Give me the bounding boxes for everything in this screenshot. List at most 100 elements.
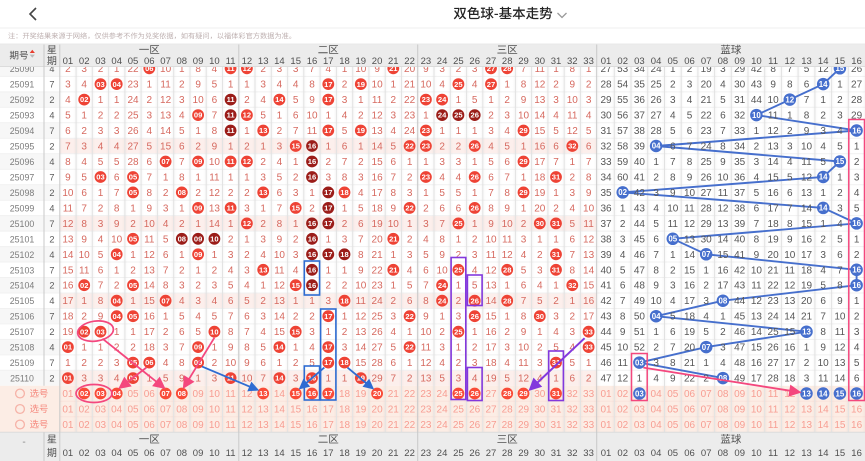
svg-text:28: 28 [851, 95, 863, 106]
svg-text:3: 3 [326, 173, 332, 184]
svg-text:10: 10 [420, 327, 432, 338]
svg-text:1: 1 [537, 327, 543, 338]
svg-text:7: 7 [570, 250, 576, 261]
svg-text:5: 5 [720, 95, 726, 106]
svg-text:1: 1 [787, 111, 793, 122]
svg-text:25107: 25107 [10, 327, 35, 337]
svg-text:5: 5 [670, 126, 676, 137]
svg-text:6: 6 [570, 374, 576, 385]
svg-text:6: 6 [212, 95, 218, 106]
svg-text:5: 5 [570, 358, 576, 369]
svg-text:24: 24 [768, 312, 780, 323]
svg-text:1: 1 [179, 250, 185, 261]
svg-text:1: 1 [293, 296, 299, 307]
svg-text:12: 12 [785, 448, 796, 459]
svg-text:4: 4 [212, 64, 218, 75]
svg-text:3: 3 [244, 203, 250, 214]
svg-text:16: 16 [852, 266, 861, 275]
svg-text:2: 2 [130, 219, 136, 230]
svg-text:10: 10 [583, 203, 595, 214]
svg-text:28: 28 [127, 157, 139, 168]
svg-text:14: 14 [819, 80, 828, 89]
svg-text:10: 10 [193, 95, 205, 106]
svg-text:3: 3 [472, 250, 478, 261]
svg-text:12: 12 [834, 343, 846, 354]
svg-text:52: 52 [634, 343, 646, 354]
svg-text:8: 8 [277, 219, 283, 230]
svg-text:20: 20 [372, 234, 384, 245]
svg-text:14: 14 [275, 95, 284, 104]
svg-text:31: 31 [552, 389, 561, 398]
svg-text:2: 2 [277, 126, 283, 137]
svg-text:4: 4 [342, 111, 348, 122]
svg-text:11: 11 [768, 420, 779, 431]
svg-text:9: 9 [586, 188, 592, 199]
svg-text:04: 04 [111, 405, 123, 416]
svg-text:6: 6 [837, 250, 843, 261]
svg-text:08: 08 [178, 188, 186, 197]
svg-text:1: 1 [472, 327, 478, 338]
svg-text:02: 02 [79, 448, 90, 459]
svg-text:1: 1 [472, 219, 478, 230]
svg-text:4: 4 [98, 234, 104, 245]
svg-text:26: 26 [470, 204, 478, 213]
svg-text:7: 7 [521, 296, 527, 307]
svg-text:27: 27 [487, 80, 495, 89]
svg-text:09: 09 [194, 111, 202, 120]
svg-text:1: 1 [820, 219, 826, 230]
svg-text:1: 1 [114, 95, 120, 106]
svg-text:7: 7 [423, 281, 429, 292]
svg-text:4: 4 [260, 95, 266, 106]
svg-text:8: 8 [179, 173, 185, 184]
svg-text:5: 5 [488, 157, 494, 168]
svg-text:4: 4 [114, 374, 120, 385]
svg-text:2: 2 [537, 250, 543, 261]
svg-text:28: 28 [502, 420, 514, 431]
svg-text:8: 8 [620, 312, 626, 323]
svg-text:26: 26 [701, 173, 713, 184]
svg-text:04: 04 [111, 448, 122, 459]
svg-text:04: 04 [111, 420, 123, 431]
svg-text:4: 4 [49, 343, 54, 353]
svg-text:09: 09 [734, 405, 746, 416]
svg-text:2: 2 [342, 327, 348, 338]
svg-text:1: 1 [456, 126, 462, 137]
svg-text:30: 30 [536, 312, 544, 321]
svg-text:23: 23 [421, 448, 432, 459]
svg-text:5: 5 [754, 188, 760, 199]
svg-text:1: 1 [195, 126, 201, 137]
svg-text:1: 1 [163, 173, 169, 184]
svg-text:3: 3 [504, 111, 510, 122]
svg-text:14: 14 [485, 296, 497, 307]
svg-text:27: 27 [127, 142, 139, 153]
svg-text:1: 1 [391, 281, 397, 292]
svg-text:58: 58 [617, 142, 629, 153]
svg-text:25093: 25093 [10, 111, 35, 121]
svg-text:6: 6 [65, 126, 71, 137]
svg-text:03: 03 [95, 405, 107, 416]
svg-text:23: 23 [422, 95, 430, 104]
svg-text:16: 16 [308, 389, 316, 398]
svg-text:29: 29 [518, 420, 530, 431]
svg-text:7: 7 [65, 142, 71, 153]
svg-text:3: 3 [456, 374, 462, 385]
svg-text:26: 26 [470, 111, 478, 120]
svg-text:11: 11 [227, 95, 236, 104]
svg-text:07: 07 [161, 296, 169, 305]
svg-text:1: 1 [754, 126, 760, 137]
svg-text:17: 17 [784, 358, 796, 369]
svg-text:18: 18 [340, 250, 348, 259]
svg-text:40: 40 [600, 265, 612, 276]
svg-text:15: 15 [274, 327, 286, 338]
svg-text:9: 9 [521, 95, 527, 106]
svg-text:16: 16 [307, 56, 318, 67]
svg-text:4: 4 [391, 126, 397, 137]
svg-text:6: 6 [670, 327, 676, 338]
svg-text:2: 2 [81, 126, 87, 137]
svg-text:02: 02 [79, 405, 91, 416]
svg-text:19: 19 [356, 56, 367, 67]
svg-text:4: 4 [472, 374, 478, 385]
svg-text:30: 30 [534, 420, 546, 431]
svg-text:4: 4 [81, 80, 87, 91]
svg-text:1: 1 [244, 234, 250, 245]
